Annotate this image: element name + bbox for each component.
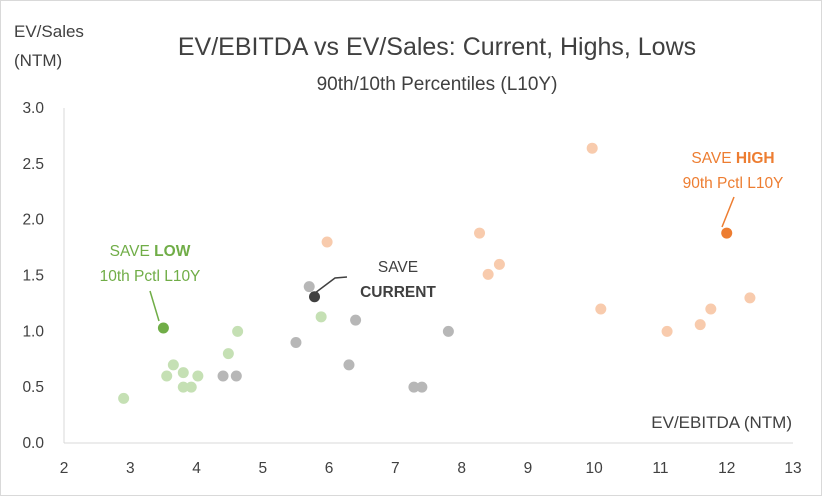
y-tick-label: 0.5	[22, 379, 44, 396]
high-peers-point	[744, 292, 756, 304]
x-tick-label: 10	[586, 460, 604, 477]
save-low-annotation: SAVE LOW 10th Pctl L10Y	[100, 243, 201, 322]
x-axis-label: EV/EBITDA (NTM)	[651, 413, 792, 432]
current-peers-point	[416, 381, 428, 393]
low-peers-point	[177, 381, 189, 393]
current-peers-point	[408, 381, 420, 393]
x-tick-label: 5	[259, 460, 268, 477]
high-peers-point	[321, 236, 333, 248]
y-tick-labels: 0.0 0.5 1.0 1.5 2.0 2.5 3.0	[22, 100, 44, 452]
low-peers-point	[192, 370, 204, 382]
x-tick-label: 9	[524, 460, 533, 477]
current-peers-point	[442, 325, 454, 337]
save-high-leader-line	[721, 196, 735, 228]
high-peers-point	[705, 303, 717, 315]
high-peers-point	[661, 325, 673, 337]
save-high-annotation: SAVE HIGH 90th Pctl L10Y	[683, 150, 784, 228]
save-high-sublabel: 90th Pctl L10Y	[683, 175, 784, 192]
x-tick-label: 13	[784, 460, 801, 477]
save-high-point	[721, 227, 733, 239]
y-tick-label: 0.0	[22, 435, 44, 452]
x-tick-label: 8	[457, 460, 466, 477]
low-peers-point	[315, 311, 327, 323]
save-current-leader-line	[314, 276, 348, 294]
high-peers-point	[586, 142, 598, 154]
save-current-annotation: SAVE CURRENT	[314, 259, 436, 301]
high-peers-point	[595, 303, 607, 315]
x-tick-labels: 2 3 4 5 6 7 8 9 10 11 12 13	[60, 460, 802, 477]
x-tick-label: 11	[652, 460, 668, 477]
low-peers-point	[177, 367, 189, 379]
current-peers-point	[343, 359, 355, 371]
data-points	[118, 142, 756, 404]
y-axis-label-line1: EV/Sales	[14, 22, 84, 41]
x-tick-label: 7	[391, 460, 400, 477]
high-peers-point	[482, 268, 494, 280]
current-peers-point	[230, 370, 242, 382]
x-tick-label: 6	[325, 460, 334, 477]
x-tick-label: 4	[192, 460, 201, 477]
x-tick-label: 12	[718, 460, 735, 477]
save-low-point	[157, 322, 169, 334]
low-peers-point	[167, 359, 179, 371]
low-peers-point	[185, 381, 197, 393]
save-low-sublabel: 10th Pctl L10Y	[100, 268, 201, 285]
y-axis-label-line2: (NTM)	[14, 51, 62, 70]
low-peers-point	[161, 370, 173, 382]
x-tick-label: 3	[126, 460, 135, 477]
current-peers-point	[290, 337, 302, 348]
save-current-label: SAVE	[378, 259, 418, 276]
y-tick-label: 2.5	[22, 156, 44, 173]
high-peers-point	[694, 319, 706, 331]
low-peers-point	[118, 392, 130, 404]
low-peers-point	[232, 325, 244, 337]
chart-title: EV/EBITDA vs EV/Sales: Current, Highs, L…	[178, 33, 696, 61]
save-current-sublabel: CURRENT	[360, 284, 436, 301]
y-tick-label: 3.0	[22, 100, 44, 117]
chart-subtitle: 90th/10th Percentiles (L10Y)	[317, 74, 558, 95]
low-peers-point	[222, 348, 234, 360]
current-peers-point	[217, 370, 229, 382]
y-tick-label: 1.5	[22, 268, 44, 285]
save-current-point	[309, 291, 321, 303]
save-low-label: SAVE LOW	[110, 243, 191, 260]
current-peers-point	[350, 314, 362, 326]
current-peers-point	[303, 281, 315, 293]
high-peers-point	[493, 258, 505, 270]
x-tick-label: 2	[60, 460, 69, 477]
save-high-label: SAVE HIGH	[691, 150, 774, 167]
y-tick-label: 1.0	[22, 323, 44, 340]
high-peers-point	[474, 227, 486, 239]
save-low-leader-line	[149, 290, 160, 322]
y-tick-label: 2.0	[22, 212, 44, 229]
